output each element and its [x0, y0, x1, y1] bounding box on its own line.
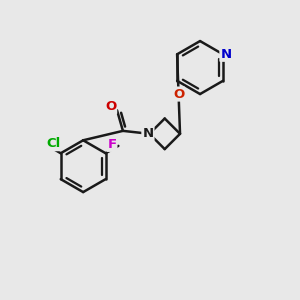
Text: N: N [142, 127, 154, 140]
Text: F: F [107, 138, 116, 151]
Text: N: N [220, 48, 232, 61]
Text: Cl: Cl [46, 137, 60, 150]
Text: O: O [173, 88, 184, 100]
Text: O: O [105, 100, 116, 113]
